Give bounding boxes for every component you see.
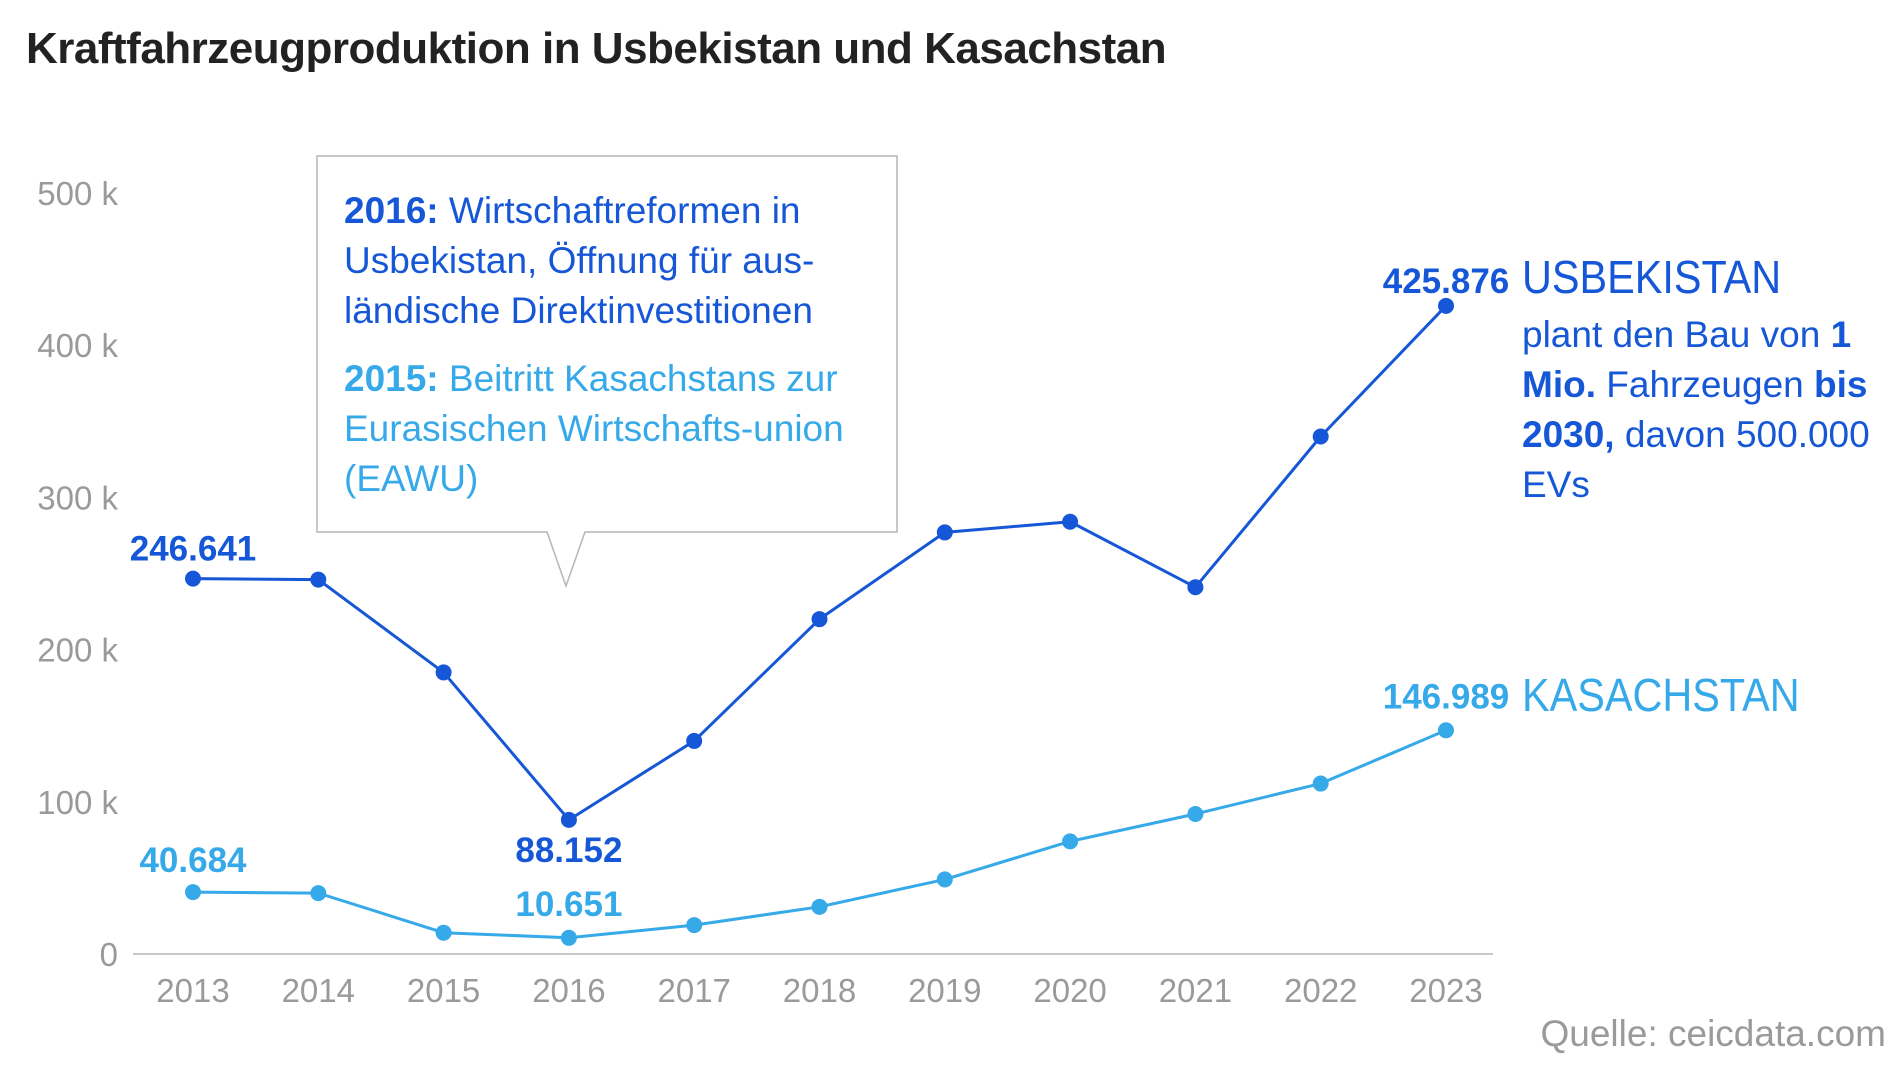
data-point-kasachstan bbox=[1187, 805, 1204, 822]
data-point-kasachstan bbox=[936, 871, 953, 888]
x-tick-label: 2018 bbox=[783, 972, 856, 1009]
data-label: 10.651 bbox=[515, 885, 622, 924]
data-point-usbekistan bbox=[560, 811, 577, 828]
chart-title: Kraftfahrzeugproduktion in Usbekistan un… bbox=[26, 24, 1167, 73]
callout-text-2015: Beitritt Kasachstans zur Eurasischen Wir… bbox=[344, 358, 844, 499]
x-tick-label: 2020 bbox=[1033, 972, 1106, 1009]
x-tick-label: 2013 bbox=[156, 972, 229, 1009]
data-point-usbekistan bbox=[936, 524, 953, 541]
data-point-usbekistan bbox=[310, 571, 327, 588]
x-tick-label: 2021 bbox=[1159, 972, 1232, 1009]
note-text-3: davon 500.000 EVs bbox=[1522, 414, 1870, 505]
source-note: Quelle: ceicdata.com bbox=[1540, 1013, 1886, 1054]
data-label: 40.684 bbox=[139, 841, 247, 880]
y-axis: 0 100 k 200 k 300 k 400 k 500 k bbox=[37, 175, 118, 973]
data-label: 425.876 bbox=[1383, 262, 1510, 301]
data-point-kasachstan bbox=[435, 924, 452, 941]
data-point-usbekistan bbox=[1187, 579, 1204, 596]
data-point-usbekistan bbox=[1062, 513, 1079, 530]
data-point-kasachstan bbox=[686, 917, 703, 934]
data-point-kasachstan bbox=[1062, 833, 1079, 850]
callout-year-2016: 2016: bbox=[344, 190, 439, 231]
y-tick-label: 300 k bbox=[37, 479, 118, 516]
usbekistan-note-text: plant den Bau von 1 Mio. Fahrzeugen bis … bbox=[1522, 310, 1900, 510]
data-point-usbekistan bbox=[686, 732, 703, 749]
kasachstan-series-label: KASACHSTAN bbox=[1522, 669, 1800, 721]
data-point-kasachstan bbox=[560, 929, 577, 946]
data-point-usbekistan bbox=[811, 611, 828, 628]
x-tick-label: 2016 bbox=[532, 972, 605, 1009]
data-point-usbekistan bbox=[435, 664, 452, 681]
data-label: 146.989 bbox=[1383, 677, 1510, 716]
data-point-kasachstan bbox=[1438, 722, 1454, 739]
note-bold-1: 1 Mio. bbox=[1522, 314, 1852, 405]
data-point-kasachstan bbox=[811, 898, 828, 915]
y-tick-label: 100 k bbox=[37, 784, 118, 821]
x-tick-label: 2014 bbox=[282, 972, 355, 1009]
data-point-kasachstan bbox=[1312, 775, 1329, 792]
note-bold-2: bis 2030, bbox=[1522, 364, 1868, 455]
data-point-usbekistan bbox=[1438, 297, 1454, 314]
callout-text-2016: Wirtschaftreformen in Usbekistan, Öffnun… bbox=[344, 190, 815, 331]
callout-item-2015: 2015: Beitritt Kasachstans zur Eurasisch… bbox=[344, 354, 871, 504]
data-label: 246.641 bbox=[130, 530, 257, 569]
x-tick-label: 2023 bbox=[1409, 972, 1482, 1009]
note-text-2: Fahrzeugen bbox=[1595, 364, 1815, 405]
usbekistan-series-label: USBEKISTAN bbox=[1522, 251, 1782, 303]
y-tick-label: 400 k bbox=[37, 327, 118, 364]
x-axis: 2013 2014 2015 2016 2017 2018 2019 2020 2021 2022… bbox=[133, 953, 1493, 1009]
usbekistan-note: USBEKISTAN plant den Bau von 1 Mio. Fahr… bbox=[1522, 250, 1900, 510]
data-label: 88.152 bbox=[515, 831, 622, 870]
callout-box bbox=[316, 155, 898, 589]
callout-year-2015: 2015: bbox=[344, 358, 439, 399]
data-point-usbekistan bbox=[185, 570, 201, 587]
annotation-callout: 2016: Wirtschaftreformen in Usbekistan, … bbox=[317, 156, 897, 532]
data-labels: 246.641 88.152 425.876 40.684 10.651 146.989 bbox=[130, 262, 1510, 924]
x-tick-label: 2022 bbox=[1284, 972, 1357, 1009]
data-point-usbekistan bbox=[1312, 428, 1329, 445]
note-text-1: plant den Bau von bbox=[1522, 314, 1831, 355]
y-tick-label: 500 k bbox=[37, 175, 118, 212]
x-tick-label: 2019 bbox=[908, 972, 981, 1009]
series-layer bbox=[185, 297, 1454, 946]
x-tick-label: 2017 bbox=[657, 972, 730, 1009]
data-point-kasachstan bbox=[310, 885, 327, 902]
y-tick-label: 0 bbox=[100, 936, 118, 973]
x-tick-label: 2015 bbox=[407, 972, 480, 1009]
y-tick-label: 200 k bbox=[37, 632, 118, 669]
callout-item-2016: 2016: Wirtschaftreformen in Usbekistan, … bbox=[344, 186, 871, 336]
data-point-kasachstan bbox=[185, 884, 201, 901]
